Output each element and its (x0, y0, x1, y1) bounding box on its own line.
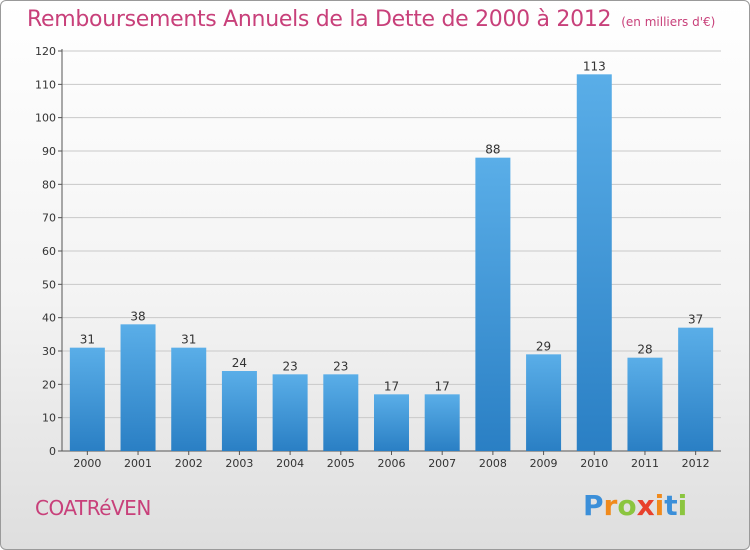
data-label: 28 (637, 343, 652, 357)
y-tick-label: 80 (42, 178, 56, 191)
data-label: 29 (536, 339, 551, 353)
data-label: 17 (384, 379, 399, 393)
x-tick-label: 2007 (428, 457, 456, 470)
x-tick-label: 2005 (327, 457, 355, 470)
bar (424, 394, 460, 451)
y-tick-label: 110 (35, 78, 56, 91)
grid (58, 49, 721, 455)
y-tick-label: 20 (42, 378, 56, 391)
data-label: 31 (80, 333, 95, 347)
y-tick-label: 10 (42, 412, 56, 425)
bar (526, 354, 562, 451)
brand-letter: i (654, 489, 665, 522)
data-label: 17 (435, 379, 450, 393)
bar (221, 371, 257, 451)
commune-name: COATRéVEN (35, 496, 151, 520)
brand-letter: x (636, 489, 655, 522)
y-tick-label: 60 (42, 245, 56, 258)
data-label: 23 (333, 359, 348, 373)
bar (576, 74, 612, 451)
y-tick-label: 120 (35, 45, 56, 58)
bar (323, 374, 359, 451)
x-tick-label: 2002 (175, 457, 203, 470)
data-label: 38 (130, 309, 145, 323)
bar (627, 357, 663, 451)
brand-letter: P (583, 489, 604, 522)
y-tick-label: 90 (42, 145, 56, 158)
y-tick-label: 70 (42, 212, 56, 225)
data-label: 88 (485, 143, 500, 157)
chart-title-text: Remboursements Annuels de la Dette de 20… (27, 7, 612, 32)
y-tick-label: 100 (35, 112, 56, 125)
bars (69, 74, 714, 451)
proxiti-logo: Proxiti (583, 489, 687, 522)
data-label: 23 (282, 359, 297, 373)
bar (678, 327, 714, 451)
labels: 0 10 20 30 40 50 60 70 80 90 100 110 120 31 2000 38 2001… (35, 45, 710, 470)
x-tick-label: 2006 (378, 457, 406, 470)
x-tick-label: 2004 (276, 457, 304, 470)
bar (475, 157, 511, 451)
bar (272, 374, 308, 451)
chart-title: Remboursements Annuels de la Dette de 20… (27, 7, 715, 32)
x-tick-label: 2003 (225, 457, 253, 470)
x-tick-label: 2010 (580, 457, 608, 470)
y-tick-label: 50 (42, 278, 56, 291)
bar (120, 324, 156, 451)
y-tick-label: 0 (49, 445, 56, 458)
y-tick-label: 40 (42, 312, 56, 325)
data-label: 24 (232, 356, 247, 370)
x-tick-label: 2011 (631, 457, 659, 470)
bar (374, 394, 409, 451)
bar (171, 347, 207, 451)
x-tick-label: 2008 (479, 457, 507, 470)
brand-letter: i (677, 489, 688, 522)
data-label: 31 (181, 333, 196, 347)
brand-letter: r (603, 489, 618, 522)
x-tick-label: 2009 (530, 457, 558, 470)
x-tick-label: 2001 (124, 457, 152, 470)
x-tick-label: 2000 (73, 457, 101, 470)
brand-letter: t (664, 489, 678, 522)
brand-letter: o (617, 489, 637, 522)
data-label: 113 (583, 59, 606, 73)
bar (69, 347, 105, 451)
chart-subtitle: (en milliers d'€) (621, 15, 716, 29)
x-tick-label: 2012 (682, 457, 710, 470)
data-label: 37 (688, 313, 703, 327)
y-tick-label: 30 (42, 345, 56, 358)
